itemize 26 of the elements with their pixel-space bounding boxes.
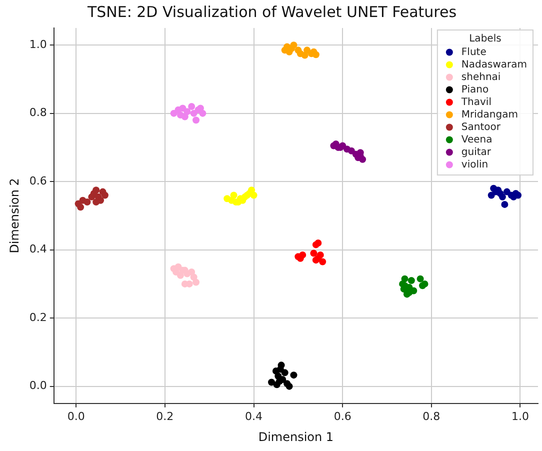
y-tick-label: 0.0 (29, 379, 47, 392)
legend-label: Nadaswaram (461, 59, 528, 70)
x-tick-label: 0.2 (156, 410, 174, 423)
y-tick-label: 0.2 (29, 310, 47, 324)
y-tick-label: 0.4 (29, 242, 47, 256)
y-tick-label: 0.8 (29, 106, 47, 120)
chart-title: TSNE: 2D Visualization of Wavelet UNET Features (86, 2, 457, 21)
legend-label: violin (461, 159, 488, 170)
y-tick-label: 1.0 (29, 38, 47, 51)
x-axis-title: Dimension 1 (258, 430, 334, 444)
legend-label: Santoor (461, 122, 502, 133)
y-tick-label: 0.6 (29, 174, 47, 188)
legend-label: Piano (461, 84, 489, 96)
legend-label: Flute (461, 46, 486, 58)
x-tick-label: 1.0 (511, 410, 529, 423)
legend-label: shehnai (461, 72, 501, 83)
x-tick-label: 0.0 (67, 410, 85, 423)
x-tick-label: 0.6 (334, 410, 352, 423)
legend-label: Veena (461, 134, 492, 146)
legend-title: Labels (469, 34, 502, 45)
legend-label: Mridangam (461, 109, 518, 120)
x-tick-label: 0.8 (422, 410, 440, 423)
x-tick-label: 0.4 (245, 410, 263, 423)
legend-label: Thavil (460, 96, 492, 108)
legend-label: guitar (461, 146, 492, 158)
y-axis-title: Dimension 2 (7, 178, 22, 254)
